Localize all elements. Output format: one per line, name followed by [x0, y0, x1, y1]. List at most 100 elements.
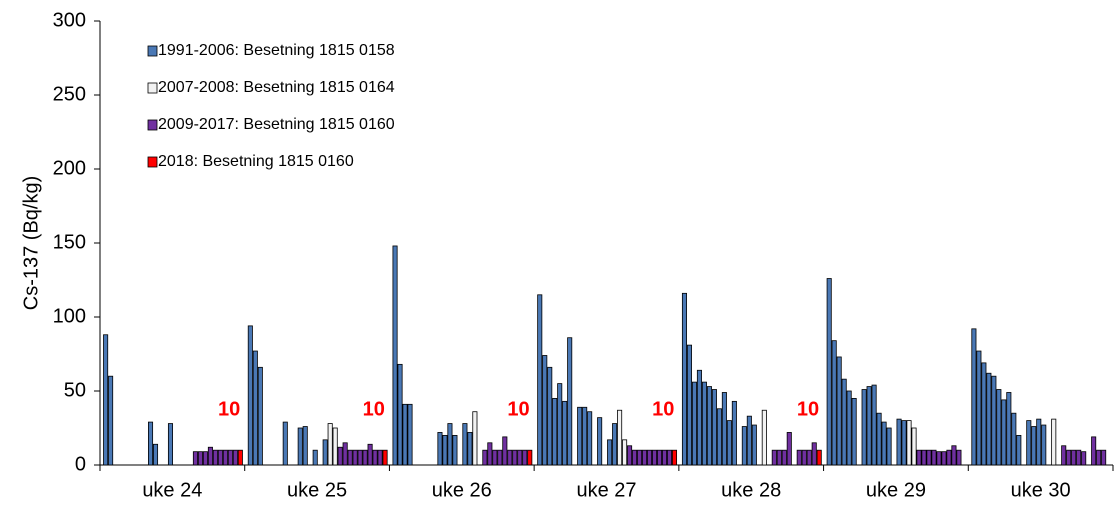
bar — [671, 449, 678, 466]
y-tick-label: 200 — [53, 157, 86, 179]
bar — [487, 442, 493, 466]
bar — [831, 340, 837, 466]
bar — [1011, 412, 1017, 466]
bar — [322, 439, 328, 466]
bar — [1026, 420, 1032, 466]
bar — [437, 432, 443, 466]
bar — [392, 245, 398, 466]
bar — [886, 427, 892, 466]
bar — [866, 386, 872, 466]
bar — [517, 449, 523, 466]
bar — [637, 449, 643, 466]
bar — [202, 451, 208, 466]
bar — [587, 411, 593, 466]
bar — [377, 449, 383, 466]
legend-label: 2018: Besetning 1815 0160 — [158, 153, 354, 170]
bar — [1041, 424, 1047, 466]
bar — [981, 362, 987, 466]
bar — [836, 356, 842, 466]
bar — [706, 386, 712, 466]
bar — [941, 451, 947, 466]
bar — [607, 439, 613, 466]
y-tick-label: 100 — [53, 305, 86, 327]
bar — [247, 325, 253, 466]
bar — [926, 449, 932, 466]
bar — [801, 449, 807, 466]
bar — [617, 409, 623, 466]
bar — [1101, 449, 1107, 466]
bar — [472, 411, 478, 466]
bar — [871, 384, 877, 466]
bar — [921, 449, 927, 466]
legend-swatch — [147, 82, 158, 94]
bar — [761, 409, 767, 466]
bar — [666, 449, 673, 466]
bar — [951, 445, 957, 466]
bar — [492, 449, 498, 466]
bar — [462, 423, 468, 466]
bar — [1036, 418, 1042, 466]
bar — [257, 366, 263, 466]
bar — [222, 449, 228, 466]
bar — [297, 427, 303, 466]
legend-swatch — [147, 45, 158, 57]
bar — [771, 449, 777, 466]
bar — [627, 445, 633, 466]
bar — [447, 423, 453, 466]
bar — [911, 427, 917, 466]
legend-swatch — [147, 156, 158, 168]
bar — [542, 355, 548, 466]
bar — [691, 381, 697, 466]
bar — [522, 449, 528, 466]
bar — [946, 449, 952, 466]
bar — [562, 400, 568, 466]
bar — [811, 442, 817, 466]
bar — [971, 328, 977, 466]
bar — [103, 334, 109, 466]
y-tick-label: 250 — [53, 83, 86, 105]
bar — [337, 446, 343, 466]
bar — [547, 366, 553, 466]
bar — [347, 449, 353, 466]
bar — [567, 337, 573, 466]
bar — [367, 443, 373, 466]
y-tick-label: 150 — [53, 231, 86, 253]
bar — [232, 449, 238, 466]
bar — [217, 449, 223, 466]
bar — [936, 451, 942, 466]
bar — [721, 392, 727, 466]
data-label: 10 — [363, 398, 385, 420]
bar — [726, 420, 732, 466]
bar — [861, 389, 867, 466]
bar — [207, 446, 213, 466]
bar — [931, 449, 937, 466]
y-axis-title: Cs-137 (Bq/kg) — [20, 176, 42, 311]
legend-label: 1991-2006: Besetning 1815 0158 — [158, 42, 395, 59]
bar — [876, 412, 882, 466]
bar — [1076, 449, 1082, 466]
bar — [227, 449, 233, 466]
bar — [1001, 399, 1007, 466]
legend-label: 2009-2017: Besetning 1815 0160 — [158, 116, 395, 133]
bar — [342, 442, 348, 466]
bar — [711, 389, 717, 466]
bar — [372, 449, 378, 466]
bar — [352, 449, 358, 466]
bar — [781, 449, 787, 466]
bar — [846, 390, 852, 466]
bar — [612, 423, 618, 466]
bar — [906, 420, 912, 466]
bar — [442, 434, 448, 466]
bar — [357, 449, 363, 466]
bar — [152, 443, 159, 466]
bar — [741, 426, 747, 466]
bar — [632, 449, 638, 466]
data-label: 10 — [218, 398, 240, 420]
x-tick-label: uke 29 — [866, 479, 926, 501]
bar — [108, 375, 114, 466]
bar — [647, 449, 653, 466]
bar — [582, 406, 588, 466]
bar — [1081, 451, 1087, 466]
bar — [806, 449, 812, 466]
